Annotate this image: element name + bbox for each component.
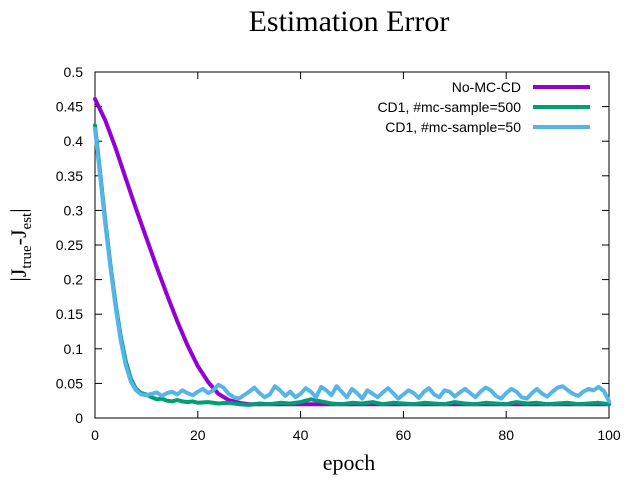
series-line-3	[93, 126, 611, 404]
y-tick-label: 0.35	[56, 168, 83, 184]
legend-label-1: No-MC-CD	[452, 79, 521, 95]
y-axis-label-part: |	[6, 208, 31, 212]
x-axis-ticks: 0 20 40 60 80 100	[91, 72, 621, 443]
x-tick-label: 0	[91, 427, 99, 443]
series-line-1	[93, 97, 611, 407]
x-axis-label: epoch	[323, 450, 376, 475]
x-tick-label: 40	[293, 427, 309, 443]
y-tick-label: 0	[75, 410, 83, 426]
y-axis-label-part: -J	[6, 229, 31, 245]
y-tick-label: 0.15	[56, 306, 83, 322]
y-tick-label: 0.45	[56, 99, 83, 115]
y-tick-label: 0.3	[64, 202, 84, 218]
legend-label-3: CD1, #mc-sample=50	[385, 119, 521, 135]
x-tick-label: 20	[190, 427, 206, 443]
y-tick-label: 0.05	[56, 375, 83, 391]
y-axis-label-sub-est: est	[19, 212, 35, 229]
series-line-2	[93, 123, 611, 407]
y-tick-label: 0.1	[64, 341, 84, 357]
y-axis-label-part: |J	[6, 268, 31, 281]
y-tick-label: 0.25	[56, 237, 83, 253]
x-tick-label: 80	[498, 427, 514, 443]
y-axis-label-sub-true: true	[19, 245, 35, 269]
y-tick-label: 0.2	[64, 272, 84, 288]
x-tick-label: 60	[396, 427, 412, 443]
x-tick-label: 100	[597, 427, 621, 443]
y-tick-label: 0.5	[64, 64, 84, 80]
chart-title: Estimation Error	[249, 5, 450, 38]
legend: No-MC-CD CD1, #mc-sample=500 CD1, #mc-samp…	[377, 79, 590, 135]
y-axis-label: |Jtrue-Jest|	[6, 208, 35, 281]
y-axis-ticks: 0 0.05 0.1 0.15 0.2 0.25 0.3 0.35 0.4 0.45 0.5	[56, 64, 609, 426]
plot-frame	[94, 71, 610, 419]
series-lines	[93, 97, 611, 407]
legend-label-2: CD1, #mc-sample=500	[377, 99, 521, 115]
y-tick-label: 0.4	[64, 133, 84, 149]
